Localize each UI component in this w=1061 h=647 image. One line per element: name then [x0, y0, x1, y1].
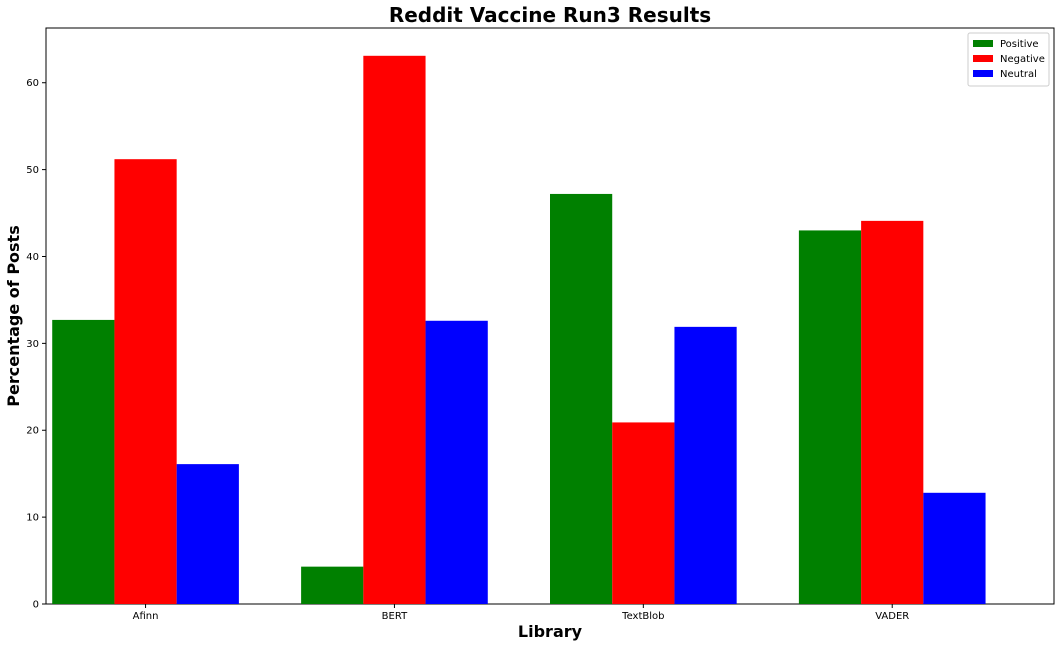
x-axis: Afinn BERT TextBlob VADER [133, 604, 909, 622]
bar-positive-bert [301, 566, 364, 604]
bar-negative-vader [861, 220, 924, 604]
bars-group [52, 55, 986, 604]
y-tick-label: 30 [26, 339, 39, 350]
bar-neutral-bert [425, 320, 488, 604]
y-tick-label: 20 [26, 426, 39, 437]
y-tick-label: 10 [26, 513, 39, 524]
chart-title: Reddit Vaccine Run3 Results [389, 3, 711, 27]
bar-negative-bert [363, 55, 426, 604]
x-tick-label: VADER [875, 611, 909, 622]
bar-negative-textblob [612, 422, 675, 604]
y-tick-label: 40 [26, 252, 39, 263]
legend-swatch-negative [973, 55, 993, 62]
bar-positive-vader [798, 230, 862, 604]
legend: Positive Negative Neutral [967, 32, 1050, 87]
legend-swatch-neutral [973, 70, 993, 77]
y-tick-label: 60 [26, 78, 39, 89]
bar-neutral-afinn [176, 464, 239, 604]
bar-neutral-vader [923, 492, 986, 604]
y-axis: 0 10 20 30 40 50 60 [26, 78, 46, 611]
legend-swatch-positive [973, 40, 993, 47]
x-tick-label: Afinn [133, 611, 159, 622]
legend-label-neutral: Neutral [1000, 69, 1037, 80]
y-axis-label: Percentage of Posts [4, 225, 23, 406]
bar-positive-afinn [52, 319, 115, 604]
bar-positive-textblob [550, 193, 613, 604]
legend-label-positive: Positive [1000, 39, 1039, 50]
x-tick-label: TextBlob [621, 611, 664, 622]
bar-neutral-textblob [674, 326, 737, 604]
legend-label-negative: Negative [1000, 54, 1045, 65]
bar-negative-afinn [114, 159, 177, 604]
y-tick-label: 0 [33, 600, 39, 611]
y-tick-label: 50 [26, 165, 39, 176]
x-axis-label: Library [518, 622, 583, 641]
x-tick-label: BERT [382, 611, 408, 622]
